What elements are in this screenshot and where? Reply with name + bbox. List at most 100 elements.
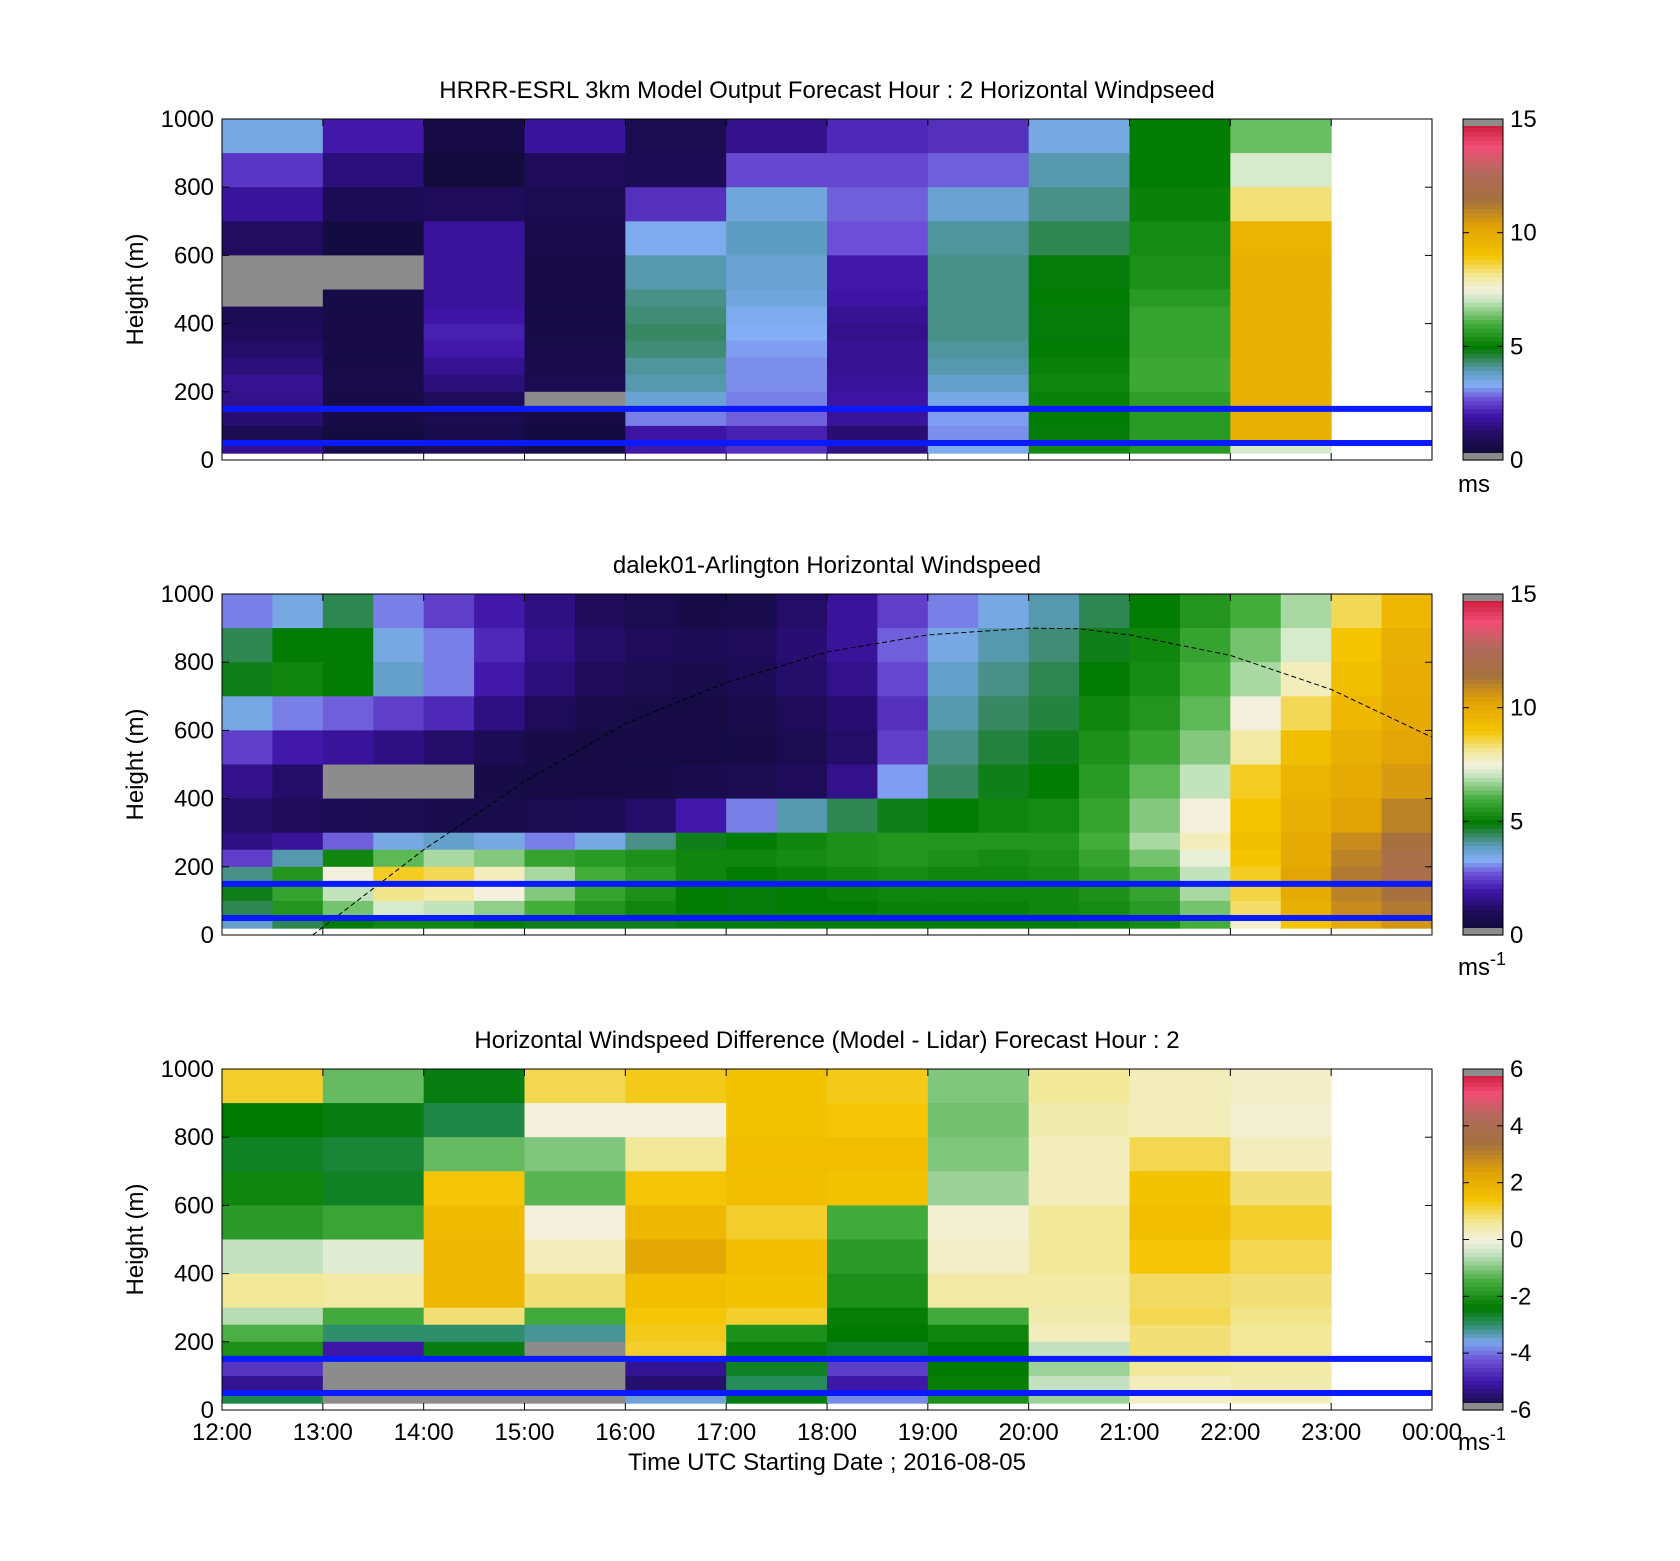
heatmap-cell [1230,696,1282,731]
heatmap-cell [877,696,929,731]
heatmap-cell [524,391,626,410]
heatmap-cell [322,357,425,376]
colorbar-swatch [1463,357,1503,363]
heatmap-cell [423,323,525,342]
heatmap-cell [927,1375,1030,1394]
heatmap-cell [827,883,878,902]
heatmap-cell [524,662,576,697]
heatmap-cell [877,594,929,629]
colorbar-swatch [1463,666,1503,672]
heatmap-cell [726,900,778,919]
colorbar-swatch [1463,875,1503,881]
heatmap-cell [1028,696,1080,731]
colorbar-swatch [1463,349,1503,355]
colorbar-unit-base: ms [1458,954,1490,981]
heatmap-cell [927,153,1030,188]
heatmap-cell [675,696,727,731]
heatmap-cell [625,1205,727,1240]
heatmap-cell [827,1205,929,1240]
y-tick-label: 400 [174,786,214,813]
y-tick-label: 800 [174,1124,214,1151]
colorbar-swatch [1463,1179,1503,1185]
heatmap-cell [776,696,828,731]
colorbar-swatch [1463,1149,1503,1155]
heatmap-cell [322,662,374,697]
heatmap-cell [726,628,778,663]
heatmap-cell [322,153,425,188]
heatmap-cell [1129,323,1231,342]
colorbar-swatch [1463,1397,1503,1403]
heatmap-cell [625,119,727,154]
heatmap-cell [877,900,929,919]
colorbar-swatch [1463,1171,1503,1177]
colorbar-swatch [1463,170,1503,176]
colorbar-swatch [1463,1371,1503,1377]
heatmap-cell [1028,289,1130,308]
heatmap-cell [1079,832,1130,851]
colorbar-swatch [1463,310,1503,316]
heatmap-cell [1129,1358,1231,1377]
heatmap-cell [322,1137,425,1172]
heatmap-cell [827,374,929,393]
colorbar-swatch [1463,726,1503,731]
heatmap-cell [1179,798,1231,834]
heatmap-cell [675,730,727,765]
colorbar-swatch [1463,289,1503,295]
colorbar-swatch [1463,1256,1503,1262]
heatmap-cell [1230,408,1332,427]
colorbar-swatch [1463,1333,1503,1339]
heatmap-cell [222,374,324,393]
heatmap-cell [322,1341,425,1360]
heatmap-cell [1028,866,1080,885]
heatmap-cell [474,883,525,902]
colorbar-swatch [1463,413,1503,418]
heatmap-cell [423,900,475,919]
heatmap-cell [322,1103,425,1138]
colorbar-swatch [1463,119,1503,126]
heatmap-cell [1028,849,1080,868]
colorbar-swatch [1463,1158,1503,1164]
heatmap-cell [1381,730,1433,765]
heatmap-cell [524,832,576,851]
heatmap-cell [222,187,324,222]
colorbar-swatch [1463,883,1503,889]
heatmap-cell [1129,255,1231,290]
colorbar: 0 5 10 15 ms [1458,106,1537,498]
heatmap-cell [524,357,626,376]
heatmap-cell [1028,764,1080,800]
heatmap-cell [927,883,979,902]
heatmap-cell [726,357,828,376]
heatmap-cell [1230,1341,1332,1360]
x-tick-label: 12:00 [192,1419,252,1446]
colorbar-tick-label: 5 [1510,808,1523,835]
heatmap-cell [1028,1324,1130,1343]
heatmap-cell [1230,1375,1332,1394]
heatmap-cell [524,221,626,256]
colorbar-tick-label: 10 [1510,220,1537,247]
y-axis-label: Height (m) [122,1183,149,1295]
heatmap-cell [1129,730,1181,765]
heatmap-cell [1129,391,1231,410]
heatmap-cell [474,764,525,800]
colorbar-swatch [1463,674,1503,680]
heatmap-cell [272,866,324,885]
heatmap-cell [272,849,324,868]
heatmap-cell [222,594,273,629]
colorbar-swatch [1463,1392,1503,1398]
colorbar-swatch [1463,679,1503,685]
colorbar-swatch [1463,302,1503,308]
heatmap-cell [322,1239,425,1275]
heatmap-cell [1129,832,1181,851]
colorbar-swatch [1463,127,1503,133]
colorbar-swatch [1463,815,1503,821]
heatmap-cell [524,1307,626,1326]
heatmap-cell [927,1205,1030,1240]
colorbar-swatch [1463,1260,1503,1266]
heatmap-cell [322,340,425,359]
heatmap-cell [222,1103,324,1138]
heatmap-cell [524,1324,626,1343]
heatmap-cell [524,340,626,359]
heatmap-cell [1230,187,1332,222]
heatmap-cell [222,1239,324,1275]
colorbar-swatch [1463,1175,1503,1181]
